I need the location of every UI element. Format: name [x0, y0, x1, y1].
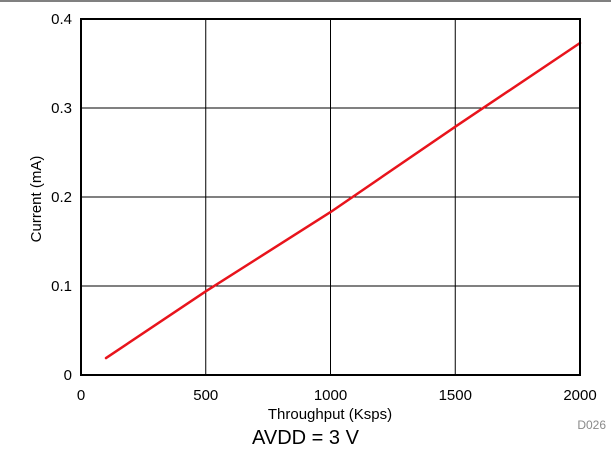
- plot-border: [80, 18, 581, 376]
- y-tick-label: 0.4: [51, 11, 72, 28]
- x-tick-label: 0: [77, 387, 85, 404]
- x-tick-label: 1500: [439, 387, 472, 404]
- series-line: [104, 41, 582, 360]
- y-tick-label: 0.3: [51, 100, 72, 117]
- y-tick-label: 0.2: [51, 189, 72, 206]
- x-axis-label: Throughput (Ksps): [268, 406, 392, 423]
- y-tick-label: 0.1: [51, 278, 72, 295]
- x-tick-label: 1000: [314, 387, 347, 404]
- chart-caption: AVDD = 3 V: [252, 427, 359, 449]
- figure-id: D026: [577, 418, 606, 432]
- y-tick-label: 0: [64, 367, 72, 384]
- x-tick-labels: 0 500 1000 1500 2000: [77, 387, 597, 404]
- y-tick-labels: 0 0.1 0.2 0.3 0.4: [51, 11, 72, 384]
- series-layer: [104, 41, 582, 360]
- y-axis-label: Current (mA): [28, 156, 45, 243]
- gridlines: [81, 19, 580, 375]
- x-tick-label: 500: [193, 387, 218, 404]
- x-tick-label: 2000: [563, 387, 596, 404]
